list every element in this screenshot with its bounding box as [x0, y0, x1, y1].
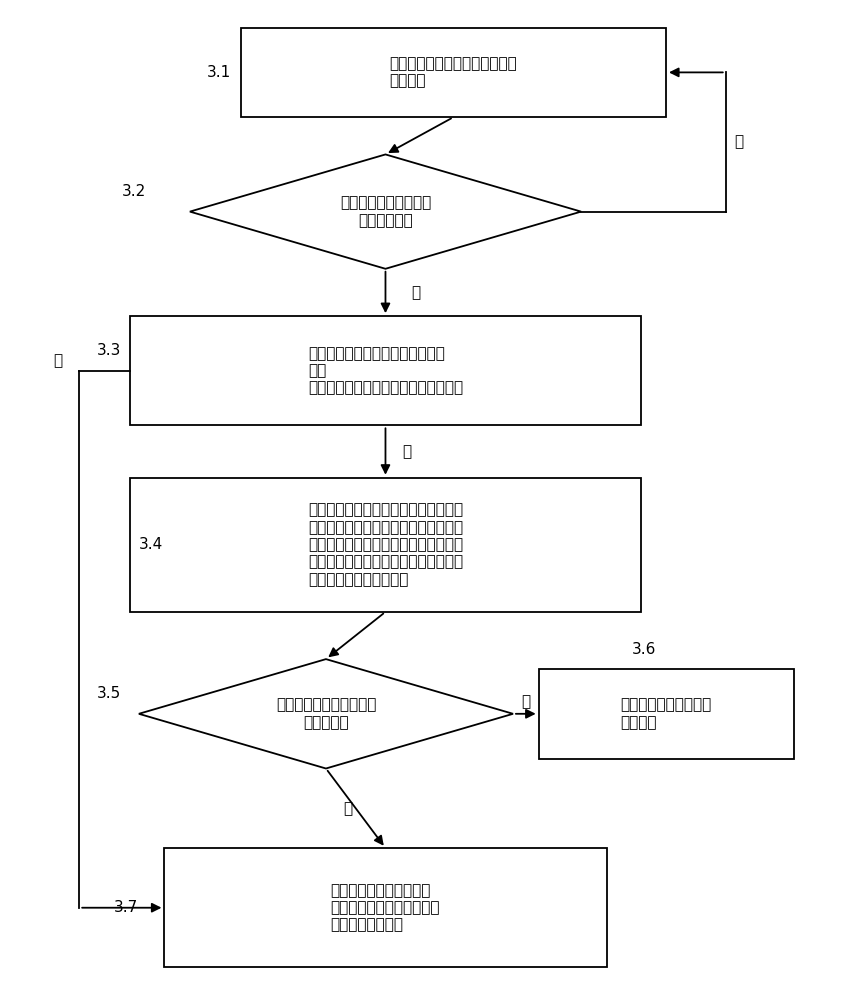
Text: 3.3: 3.3 — [97, 343, 121, 358]
Polygon shape — [190, 154, 581, 269]
Text: 否: 否 — [402, 444, 412, 459]
Bar — [130, 478, 640, 612]
Polygon shape — [139, 659, 513, 768]
Text: 是: 是 — [53, 353, 62, 368]
Text: 测量处理器核的温度，更新线程
转移矩阵: 测量处理器核的温度，更新线程 转移矩阵 — [389, 56, 517, 89]
Text: 否: 否 — [734, 134, 743, 149]
Bar — [538, 669, 794, 759]
Text: 根据线程转移矩阵，尽量以最小的线程
转移数量，减少过热处理器核的温度到
预设门限以下且最接近预设门限，并把
线程尽可能转移到在工作的相邻处理器
核数量最少的处理: 根据线程转移矩阵，尽量以最小的线程 转移数量，减少过热处理器核的温度到 预设门限… — [308, 502, 463, 587]
Text: 3.7: 3.7 — [113, 900, 138, 915]
Text: 3.6: 3.6 — [632, 642, 657, 657]
Bar — [164, 848, 607, 967]
Bar — [241, 28, 666, 117]
Text: 3.2: 3.2 — [122, 184, 146, 199]
Bar — [130, 316, 640, 425]
Text: 是: 是 — [343, 801, 352, 816]
Text: 3.1: 3.1 — [207, 65, 231, 80]
Text: 交由操作系统，降低过热
处理器核电压、频率，甚至
关停过热处理器核: 交由操作系统，降低过热 处理器核电压、频率，甚至 关停过热处理器核 — [330, 883, 440, 933]
Text: 有任何处理器核温度高
于预设门限？: 有任何处理器核温度高 于预设门限？ — [340, 195, 431, 228]
Text: 寻找尝试次数或时间大于
预设门限？: 寻找尝试次数或时间大于 预设门限？ — [276, 698, 376, 730]
Text: 通知操作系统线程转移
分配结果: 通知操作系统线程转移 分配结果 — [621, 698, 711, 730]
Text: 过热处理器核数量高于预设门限？
或者
处理器核群的平均温度高于预设门限？: 过热处理器核数量高于预设门限？ 或者 处理器核群的平均温度高于预设门限？ — [308, 346, 463, 396]
Text: 3.4: 3.4 — [139, 537, 163, 552]
Text: 3.5: 3.5 — [97, 686, 121, 701]
Text: 是: 是 — [411, 285, 420, 300]
Text: 否: 否 — [521, 694, 531, 709]
